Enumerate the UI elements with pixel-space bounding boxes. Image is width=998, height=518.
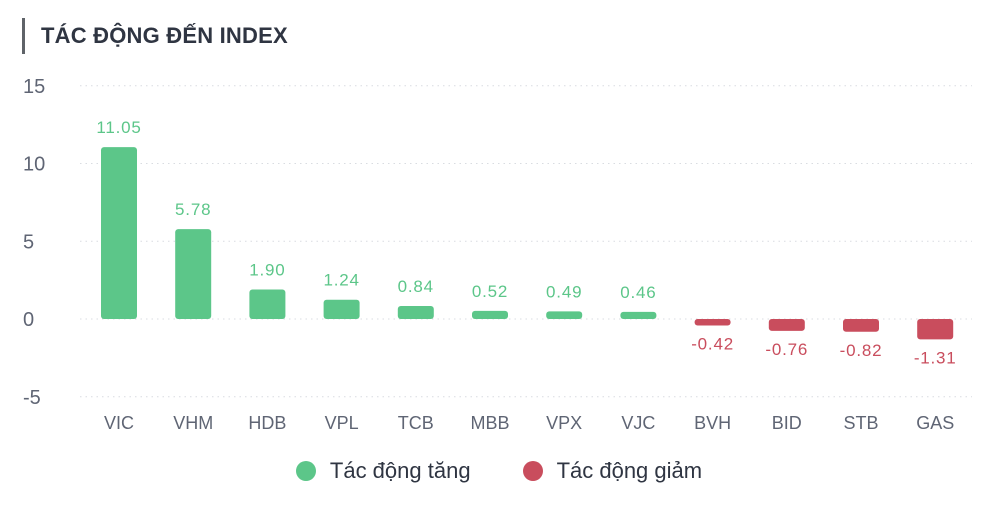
legend-dot-increase — [295, 461, 316, 481]
legend-item-increase[interactable]: Tác động tăng — [295, 458, 471, 484]
impact-bar-chart: 15 10 5 0 -5 11.05 VIC 5.78 VHM 1.90 HDB 1.24 VPL 0.8… — [23, 76, 972, 433]
bar — [768, 319, 805, 331]
bar — [397, 305, 434, 319]
data-label: -0.42 — [691, 335, 734, 354]
bar — [546, 311, 583, 319]
legend-dot-decrease — [522, 461, 543, 481]
x-tick-label: VPL — [325, 413, 359, 433]
data-label: 0.84 — [398, 277, 434, 296]
bar — [323, 299, 360, 319]
bar — [843, 319, 879, 332]
data-label: 0.49 — [546, 282, 582, 301]
bar — [472, 310, 508, 319]
legend-label-increase: Tác động tăng — [329, 458, 471, 483]
data-label: 11.05 — [96, 118, 141, 137]
y-tick-label: 15 — [23, 76, 45, 98]
y-tick-label: 10 — [23, 154, 45, 176]
bar — [917, 319, 954, 340]
data-label: 0.52 — [472, 282, 508, 301]
data-label: -0.76 — [765, 340, 808, 359]
y-tick-label: -5 — [23, 387, 41, 409]
x-tick-label: GAS — [916, 413, 954, 433]
data-label: 1.90 — [249, 260, 285, 279]
chart-title: TÁC ĐỘNG ĐẾN INDEX — [41, 23, 288, 48]
legend-label-decrease: Tác động giảm — [556, 458, 703, 483]
y-tick-label: 5 — [23, 231, 34, 253]
bar — [694, 319, 731, 326]
bar — [101, 147, 137, 319]
x-tick-label: BVH — [694, 413, 731, 433]
bar — [175, 229, 212, 319]
data-label: 1.24 — [323, 271, 359, 290]
x-tick-label: TCB — [398, 413, 434, 433]
data-label: -1.31 — [914, 348, 957, 367]
bar — [620, 311, 657, 319]
x-tick-label: VIC — [104, 413, 134, 433]
data-label: -0.82 — [840, 341, 883, 360]
x-tick-label: STB — [843, 413, 878, 433]
bar — [249, 289, 286, 319]
x-tick-label: VPX — [546, 413, 582, 433]
chart-legend: Tác động tăng Tác động giảm — [0, 458, 998, 484]
x-tick-label: BID — [772, 413, 802, 433]
x-tick-label: VJC — [621, 413, 655, 433]
x-tick-label: VHM — [173, 413, 213, 433]
y-tick-label: 0 — [23, 309, 34, 331]
x-tick-label: HDB — [248, 413, 286, 433]
data-label: 5.78 — [175, 200, 211, 219]
data-label: 0.46 — [620, 283, 656, 302]
x-tick-label: MBB — [470, 413, 509, 433]
chart-title-bar: TÁC ĐỘNG ĐẾN INDEX — [22, 18, 288, 54]
legend-item-decrease[interactable]: Tác động giảm — [522, 458, 703, 484]
